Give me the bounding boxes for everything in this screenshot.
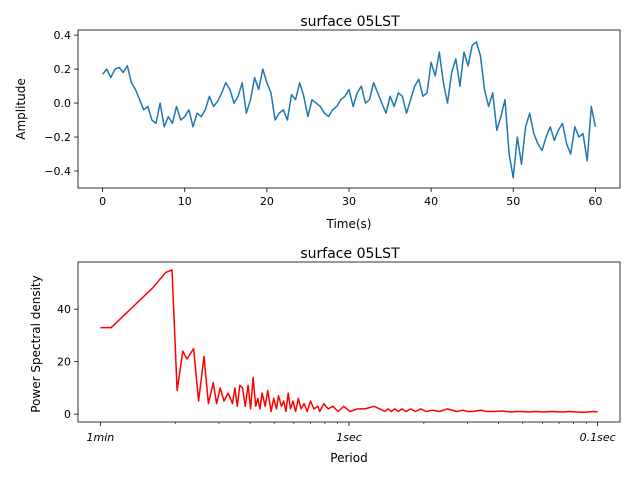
chart-1-x-tick-label: 20 — [260, 195, 274, 208]
chart-2-x-tick-label: 0.1sec — [580, 431, 616, 444]
chart-spectrum: surface 05LST 1min 1sec 0.1sec 0 20 40 Perio… — [29, 246, 621, 465]
chart-2-y-ticks: 0 20 40 — [57, 303, 78, 421]
chart-2-y-tick-label: 20 — [57, 356, 71, 369]
chart-1-y-tick-label: −0.4 — [44, 165, 71, 178]
chart-1-x-label: Time(s) — [326, 217, 372, 231]
chart-1-series-line — [102, 41, 597, 179]
chart-2-y-tick-label: 40 — [57, 303, 71, 316]
chart-1-x-tick-label: 50 — [506, 195, 520, 208]
chart-2-series-group — [100, 269, 598, 414]
chart-1-series-group — [102, 41, 597, 179]
chart-2-y-tick-label: 0 — [64, 408, 71, 421]
chart-1-y-ticks: −0.4 −0.2 0.0 0.2 0.4 — [44, 29, 78, 178]
chart-1-y-label: Amplitude — [14, 78, 28, 140]
chart-1-x-ticks: 0 10 20 30 40 50 60 — [99, 188, 602, 208]
chart-1-y-tick-label: 0.4 — [54, 29, 72, 42]
chart-1-title: surface 05LST — [300, 14, 400, 30]
chart-1-x-tick-label: 30 — [342, 195, 356, 208]
chart-1-y-tick-label: −0.2 — [44, 131, 71, 144]
chart-1-x-tick-label: 10 — [178, 195, 192, 208]
chart-2-y-label: Power Spectral density — [29, 275, 43, 412]
chart-time-series: surface 05LST 0 10 20 30 40 50 60 −0.4 −0.2 0.0 0… — [14, 14, 621, 231]
chart-1-x-tick-label: 0 — [99, 195, 106, 208]
chart-1-x-tick-label: 40 — [424, 195, 438, 208]
chart-2-series-line — [100, 269, 598, 414]
chart-2-x-ticks: 1min 1sec 0.1sec — [87, 422, 616, 444]
chart-2-x-label: Period — [330, 451, 367, 465]
chart-2-title: surface 05LST — [300, 246, 400, 262]
chart-1-y-tick-label: 0.0 — [54, 97, 72, 110]
chart-1-y-tick-label: 0.2 — [54, 63, 72, 76]
chart-2-x-tick-label: 1sec — [336, 431, 362, 444]
chart-2-x-tick-label: 1min — [87, 431, 115, 444]
chart-1-x-tick-label: 60 — [588, 195, 602, 208]
